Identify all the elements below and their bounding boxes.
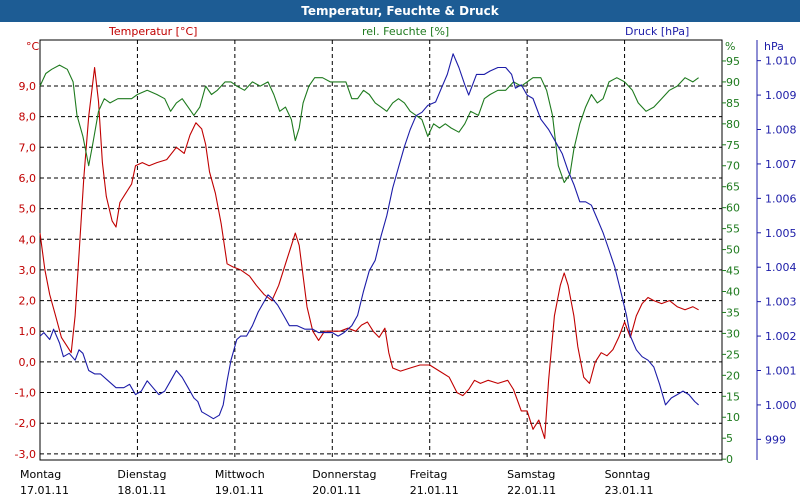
- humidity-tick-label: 45: [726, 265, 740, 278]
- humidity-series-line: [39, 64, 699, 184]
- temperature-axis-title: Temperatur [°C]: [108, 25, 197, 38]
- plot-frame: [39, 39, 723, 461]
- humidity-tick-label: 10: [726, 411, 740, 424]
- temperature-tick-label: 4,0: [19, 233, 37, 246]
- pressure-axis-title: Druck [hPa]: [625, 25, 689, 38]
- x-date-label: 20.01.11: [312, 484, 361, 497]
- humidity-tick-label: 15: [726, 390, 740, 403]
- temperature-tick-label: 2,0: [19, 295, 37, 308]
- temperature-tick-label: 8,0: [19, 111, 37, 124]
- pressure-tick-label: 999: [765, 433, 786, 446]
- humidity-tick-label: 70: [726, 160, 740, 173]
- temperature-tick-label: 0,0: [19, 356, 37, 369]
- humidity-tick-label: 75: [726, 139, 740, 152]
- temperature-tick-label: -3,0: [15, 448, 36, 461]
- temperature-tick-label: 9,0: [19, 80, 37, 93]
- humidity-tick-label: 55: [726, 223, 740, 236]
- humidity-tick-label: 30: [726, 327, 740, 340]
- temperature-tick-label: 7,0: [19, 141, 37, 154]
- x-day-label: Freitag: [410, 468, 448, 481]
- pressure-unit-label: hPa: [764, 40, 784, 53]
- temperature-unit-label: °C: [26, 40, 40, 53]
- humidity-tick-label: 60: [726, 202, 740, 215]
- humidity-tick-label: 95: [726, 55, 740, 68]
- x-date-label: 21.01.11: [410, 484, 459, 497]
- x-date-label: 23.01.11: [605, 484, 654, 497]
- humidity-axis-title: rel. Feuchte [%]: [362, 25, 449, 38]
- x-date-label: 22.01.11: [507, 484, 556, 497]
- pressure-tick-label: 1.002: [765, 330, 797, 343]
- pressure-tick-label: 1.007: [765, 158, 797, 171]
- humidity-tick-label: 25: [726, 348, 740, 361]
- temperature-series-line: [39, 67, 699, 440]
- pressure-tick-label: 1.008: [765, 124, 797, 137]
- temperature-tick-label: -1,0: [15, 387, 36, 400]
- temperature-tick-label: 5,0: [19, 203, 37, 216]
- humidity-tick-label: 50: [726, 244, 740, 257]
- pressure-tick-label: 1.004: [765, 261, 797, 274]
- pressure-series-line: [39, 53, 699, 420]
- pressure-tick-label: 1.003: [765, 296, 797, 309]
- chart-title: Temperatur, Feuchte & Druck: [0, 0, 800, 22]
- humidity-tick-label: 5: [726, 432, 733, 445]
- humidity-tick-label: 80: [726, 118, 740, 131]
- x-day-label: Samstag: [507, 468, 555, 481]
- x-day-label: Mittwoch: [215, 468, 265, 481]
- temperature-tick-label: 6,0: [19, 172, 37, 185]
- humidity-tick-label: 65: [726, 181, 740, 194]
- pressure-tick-label: 1.001: [765, 364, 797, 377]
- pressure-tick-label: 1.010: [765, 55, 797, 68]
- pressure-tick-label: 1.000: [765, 399, 797, 412]
- x-day-label: Sonntag: [605, 468, 651, 481]
- x-day-label: Montag: [20, 468, 61, 481]
- humidity-unit-label: %: [725, 40, 735, 53]
- pressure-tick-label: 1.006: [765, 192, 797, 205]
- temperature-tick-label: 1,0: [19, 325, 37, 338]
- x-date-label: 19.01.11: [215, 484, 264, 497]
- humidity-tick-label: 20: [726, 369, 740, 382]
- x-day-label: Dienstag: [117, 468, 166, 481]
- humidity-tick-label: 85: [726, 97, 740, 110]
- pressure-tick-label: 1.009: [765, 89, 797, 102]
- humidity-tick-label: 35: [726, 306, 740, 319]
- temperature-tick-label: -2,0: [15, 417, 36, 430]
- humidity-tick-label: 90: [726, 76, 740, 89]
- x-date-label: 17.01.11: [20, 484, 69, 497]
- x-date-label: 18.01.11: [117, 484, 166, 497]
- humidity-tick-label: 40: [726, 285, 740, 298]
- temperature-tick-label: 3,0: [19, 264, 37, 277]
- humidity-tick-label: 0: [726, 453, 733, 466]
- x-day-label: Donnerstag: [312, 468, 376, 481]
- pressure-tick-label: 1.005: [765, 227, 797, 240]
